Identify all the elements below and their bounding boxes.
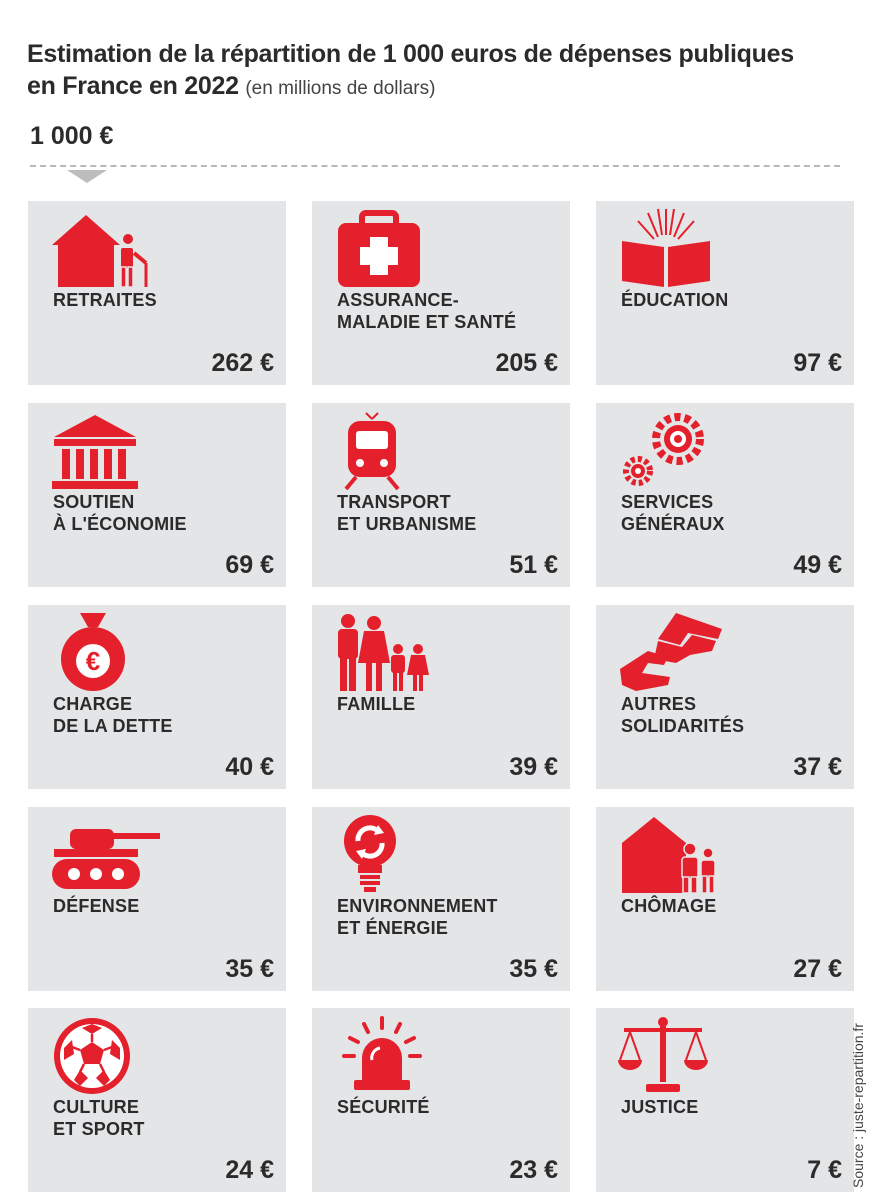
tile-value: 262 € — [211, 349, 274, 377]
open-book-icon — [618, 207, 728, 289]
tile-value: 51 € — [509, 551, 558, 579]
spending-tile: SOUTIEN À L'ÉCONOMIE 69 € — [28, 403, 286, 587]
spending-tile: TRANSPORT ET URBANISME 51 € — [312, 403, 570, 587]
spending-tile: ENVIRONNEMENT ET ÉNERGIE 35 € — [312, 807, 570, 991]
scales-icon — [618, 1014, 728, 1096]
spending-tile: RETRAITES 262 € — [28, 201, 286, 385]
svg-text:€: € — [86, 646, 100, 676]
tile-label: RETRAITES — [53, 290, 157, 310]
train-icon — [334, 409, 444, 491]
football-icon — [50, 1014, 160, 1096]
tile-value: 205 € — [495, 349, 558, 377]
bank-building-icon — [50, 409, 160, 491]
spending-tile: ASSURANCE- MALADIE ET SANTÉ 205 € — [312, 201, 570, 385]
spending-tile: AUTRES SOLIDARITÉS 37 € — [596, 605, 854, 789]
medical-kit-icon — [334, 207, 444, 289]
tile-value: 27 € — [793, 955, 842, 983]
source-credit: Source : juste-repartition.fr — [850, 1023, 866, 1188]
tile-label: JUSTICE — [621, 1097, 699, 1117]
spending-tile: FAMILLE 39 € — [312, 605, 570, 789]
chart-title-unit: (en millions de dollars) — [245, 78, 436, 99]
tile-label: SERVICES GÉNÉRAUX — [621, 492, 725, 534]
tile-value: 23 € — [509, 1156, 558, 1184]
spending-tile: DÉFENSE 35 € — [28, 807, 286, 991]
spending-tile: € CHARGE DE LA DETTE 40 € — [28, 605, 286, 789]
tile-label: AUTRES SOLIDARITÉS — [621, 694, 745, 736]
tile-value: 37 € — [793, 753, 842, 781]
spending-tile: CHÔMAGE 27 € — [596, 807, 854, 991]
tile-label: ÉDUCATION — [621, 290, 729, 310]
tile-value: 24 € — [225, 1156, 274, 1184]
family-icon — [334, 611, 444, 693]
tile-label: FAMILLE — [337, 694, 416, 714]
tile-label: CHÔMAGE — [621, 896, 717, 916]
tile-label: SOUTIEN À L'ÉCONOMIE — [53, 492, 187, 534]
tile-label: ENVIRONNEMENT ET ÉNERGIE — [337, 896, 498, 938]
tile-value: 39 € — [509, 753, 558, 781]
tile-label: ASSURANCE- MALADIE ET SANTÉ — [337, 290, 517, 332]
house-with-people-icon — [618, 813, 728, 895]
siren-light-icon — [334, 1014, 444, 1096]
tile-label: CULTURE ET SPORT — [53, 1097, 145, 1139]
spending-tile: JUSTICE 7 € — [596, 1008, 854, 1192]
tile-value: 97 € — [793, 349, 842, 377]
spending-tile: ÉDUCATION 97 € — [596, 201, 854, 385]
tile-value: 35 € — [225, 955, 274, 983]
spending-tile: SÉCURITÉ 23 € — [312, 1008, 570, 1192]
dashed-separator — [30, 165, 840, 167]
tile-label: CHARGE DE LA DETTE — [53, 694, 173, 736]
money-bag-euro-icon: € — [50, 611, 160, 693]
separator-arrow-icon — [67, 170, 107, 183]
chart-title-main: Estimation de la répartition de 1 000 eu… — [27, 40, 794, 100]
tile-label: DÉFENSE — [53, 896, 140, 916]
total-amount: 1 000 € — [30, 122, 114, 150]
tile-label: TRANSPORT ET URBANISME — [337, 492, 477, 534]
tile-value: 40 € — [225, 753, 274, 781]
tank-icon — [50, 813, 160, 895]
tile-value: 69 € — [225, 551, 274, 579]
spending-tile: CULTURE ET SPORT 24 € — [28, 1008, 286, 1192]
tile-value: 49 € — [793, 551, 842, 579]
tile-label: SÉCURITÉ — [337, 1097, 430, 1117]
spending-tile: SERVICES GÉNÉRAUX 49 € — [596, 403, 854, 587]
tile-value: 7 € — [807, 1156, 842, 1184]
helping-hands-icon — [618, 611, 728, 693]
tile-value: 35 € — [509, 955, 558, 983]
chart-title: Estimation de la répartition de 1 000 eu… — [27, 38, 827, 105]
house-with-elder-icon — [50, 207, 160, 289]
gears-icon — [618, 409, 728, 491]
eco-lightbulb-icon — [334, 813, 444, 895]
